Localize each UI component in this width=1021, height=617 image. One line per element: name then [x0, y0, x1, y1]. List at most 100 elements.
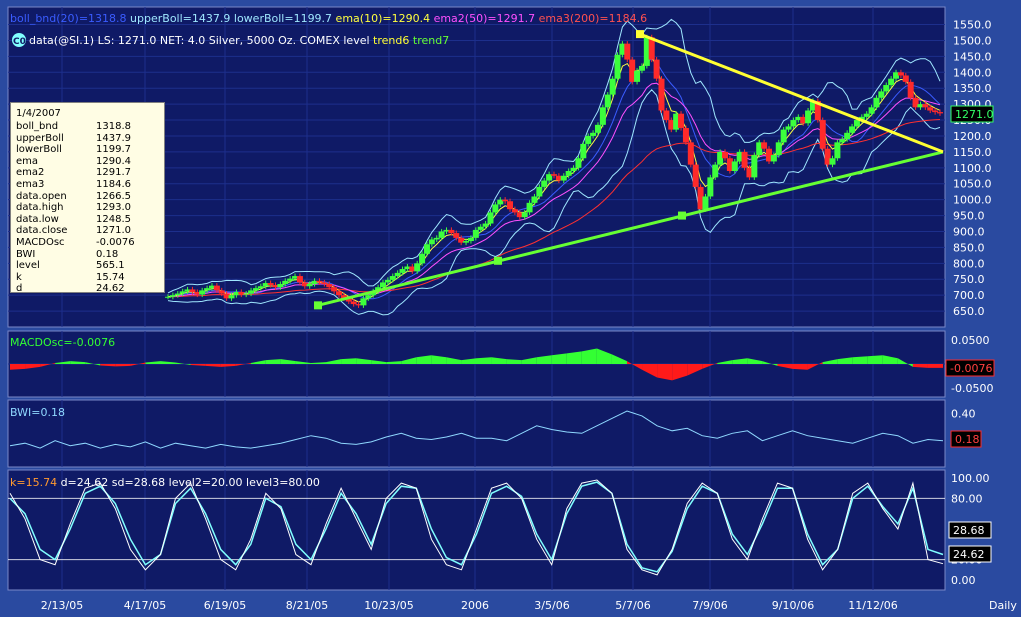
- indicator-header: boll_bnd(20)=1318.8 upperBoll=1437.9 low…: [10, 12, 647, 25]
- stochastic-panel[interactable]: [9, 479, 944, 576]
- candle-body: [692, 164, 699, 187]
- candle-body: [282, 280, 289, 285]
- stoch-d-box: [948, 545, 992, 563]
- macd-area-segment: [551, 353, 567, 364]
- candle-body: [717, 151, 724, 165]
- x-tick-label: 7/9/06: [692, 599, 727, 612]
- macd-panel[interactable]: [10, 348, 943, 381]
- candle-body: [399, 269, 406, 273]
- candle-body: [555, 175, 562, 181]
- candle-body: [648, 37, 655, 60]
- candle-body: [248, 290, 255, 294]
- tooltip-row: MACDOsc -0.0076: [16, 237, 161, 249]
- candle-body: [287, 278, 294, 281]
- tooltip-key: data.open: [16, 190, 67, 202]
- candle-body: [653, 59, 660, 79]
- y-tick-label: 1050.0: [953, 178, 992, 191]
- macd-area-segment: [401, 357, 417, 364]
- candle-body: [863, 113, 870, 117]
- candle-body: [316, 280, 323, 283]
- macd-area-segment: [130, 362, 146, 366]
- stoch-k-label: k=15.74: [10, 476, 57, 489]
- macd-area-segment: [837, 357, 853, 364]
- macd-area-segment: [521, 357, 537, 364]
- tooltip-row: upperBoll 1437.9: [16, 133, 161, 145]
- y-tick-label: 1400.0: [953, 66, 992, 79]
- candle-body: [731, 161, 738, 171]
- macd-area-segment: [356, 358, 372, 364]
- trend-anchor-point: [678, 211, 686, 220]
- bwi-header: BWI=0.18: [10, 406, 65, 419]
- y-tick-label: 1550.0: [953, 19, 992, 32]
- indicator-header-item: ema(10)=1290.4: [332, 12, 430, 25]
- candle-body: [296, 276, 303, 283]
- tooltip-row: k 15.74: [16, 272, 161, 284]
- candle-body: [414, 263, 421, 272]
- tooltip-row: data.low 1248.5: [16, 214, 161, 226]
- ema2-line: [167, 82, 941, 298]
- candle-body: [267, 283, 274, 285]
- macd-area-segment: [732, 358, 748, 364]
- candle-body: [521, 212, 528, 218]
- candle-body: [409, 266, 416, 272]
- candle-body: [423, 244, 430, 254]
- candle-body: [453, 233, 460, 238]
- candle-body: [169, 295, 176, 297]
- macd-area-segment: [341, 358, 357, 364]
- candle-body: [360, 298, 367, 306]
- macd-area-segment: [145, 361, 161, 364]
- candle-body: [438, 231, 445, 238]
- candle-body: [814, 100, 821, 121]
- indicator-header-item: boll_bnd(20)=1318.8: [10, 12, 127, 25]
- tooltip-value: 1290.4: [96, 155, 131, 167]
- y-tick-label: 900.0: [953, 225, 985, 238]
- candle-body: [560, 175, 567, 181]
- candle-body: [912, 97, 919, 108]
- macd-area-segment: [657, 364, 673, 381]
- macd-area-segment: [897, 358, 913, 367]
- candle-body: [629, 59, 636, 82]
- macd-area-segment: [386, 361, 402, 364]
- bwi-panel[interactable]: [9, 410, 944, 449]
- macd-area-segment: [190, 364, 206, 366]
- candle-body: [902, 75, 909, 82]
- macd-area-segment: [642, 364, 658, 378]
- macd-tick-label: 0.0500: [951, 334, 990, 347]
- y-tick-label: 950.0: [953, 210, 985, 223]
- tooltip-value: 15.74: [96, 271, 125, 283]
- macd-area-segment: [295, 361, 311, 364]
- candle-body: [736, 151, 743, 162]
- macd-area-segment: [762, 361, 778, 366]
- candle-body: [580, 143, 587, 159]
- candle-body: [658, 78, 665, 111]
- trend7-line: [317, 150, 944, 307]
- trend-anchor-point: [636, 30, 644, 39]
- macd-area-segment: [416, 355, 432, 364]
- candle-body: [585, 135, 592, 144]
- macd-area-segment: [265, 359, 281, 364]
- candle-body: [448, 229, 455, 234]
- candle-body: [336, 291, 343, 296]
- tooltip-key: ema2: [16, 167, 45, 179]
- tooltip-key: lowerBoll: [16, 144, 62, 156]
- x-tick-label: 6/19/05: [204, 599, 246, 612]
- candle-body: [365, 295, 372, 299]
- macd-area-segment: [100, 364, 116, 367]
- tooltip-key: k: [16, 271, 22, 283]
- candle-body: [575, 158, 582, 168]
- candle-body: [741, 151, 748, 168]
- last-price-value: 1271.0: [955, 108, 994, 121]
- candle-body: [678, 113, 685, 129]
- y-tick-label: 650.0: [953, 305, 985, 318]
- candle-body: [511, 209, 518, 213]
- candle-body: [897, 72, 904, 76]
- tooltip-key: data.close: [16, 225, 68, 237]
- candle-body: [252, 288, 259, 291]
- candle-body: [551, 174, 557, 176]
- price-panel[interactable]: [165, 18, 944, 316]
- data-series-badge: C0: [13, 37, 26, 47]
- candle-body: [463, 241, 470, 243]
- tooltip-key: ema: [16, 155, 39, 167]
- stoch-header: k=15.74 d=24.62 sd=28.68 level2=20.00 le…: [10, 476, 320, 489]
- macd-last-box: [945, 359, 995, 377]
